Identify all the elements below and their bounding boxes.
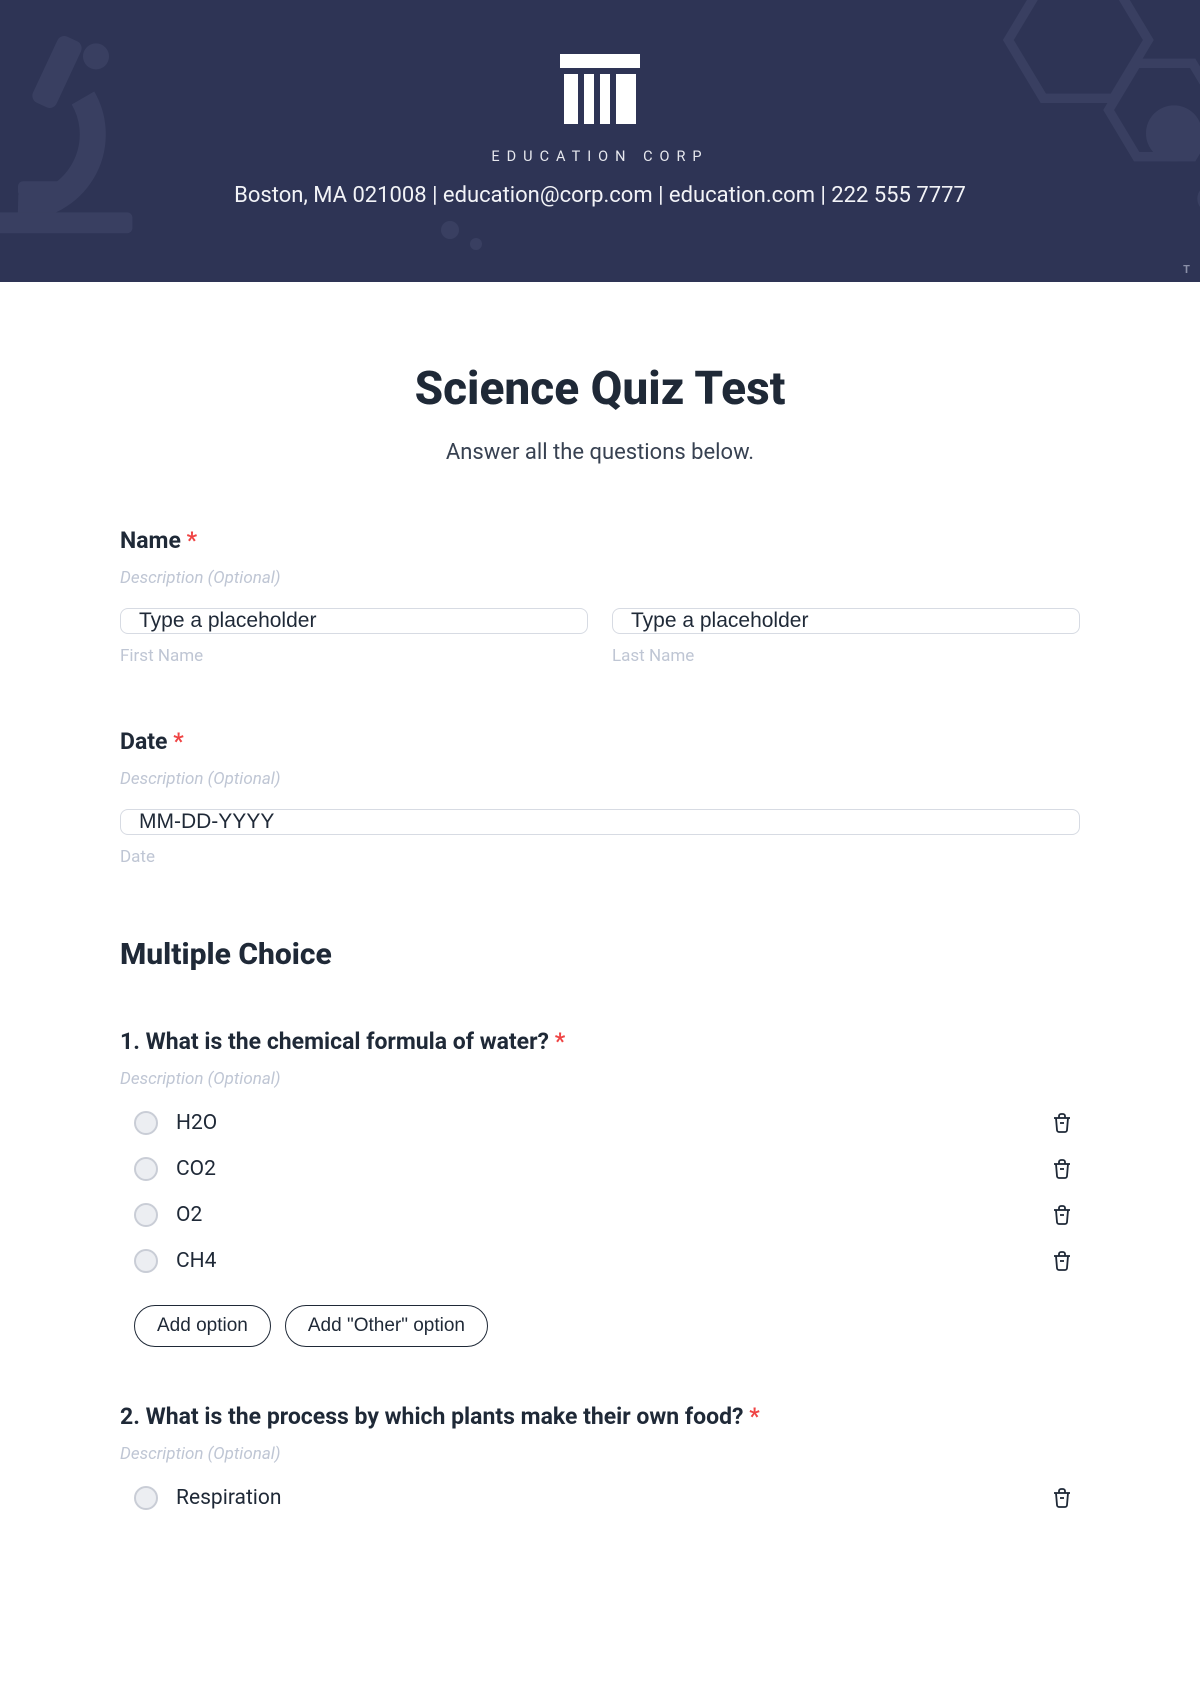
add-option-button[interactable]: Add option [134, 1305, 271, 1347]
q2-label: 2. What is the process by which plants m… [120, 1403, 1080, 1430]
brand-name: EDUCATION CORP [491, 148, 708, 165]
microscope-deco-icon [0, 20, 200, 280]
q1-option-row: O2 [120, 1203, 1080, 1227]
page-title: Science Quiz Test [120, 362, 1080, 416]
q1-option-row: H2O [120, 1111, 1080, 1135]
date-label: Date * [120, 728, 1080, 755]
template-badge: T [1183, 263, 1190, 276]
trash-icon[interactable] [1050, 1249, 1074, 1273]
hexagon-deco-icon [950, 0, 1200, 250]
q1-option-row: CO2 [120, 1157, 1080, 1181]
dots-deco-icon [440, 220, 520, 260]
trash-icon[interactable] [1050, 1157, 1074, 1181]
last-name-sublabel: Last Name [612, 646, 1080, 666]
q2-label-text: 2. What is the process by which plants m… [120, 1403, 743, 1430]
q2-option-row: Respiration [120, 1486, 1080, 1510]
name-label-text: Name [120, 527, 181, 554]
first-name-sublabel: First Name [120, 646, 588, 666]
radio-button[interactable] [134, 1486, 158, 1510]
logo-icon [550, 50, 650, 130]
page-subtitle: Answer all the questions below. [120, 440, 1080, 465]
mc-section-heading: Multiple Choice [120, 937, 1080, 972]
add-other-option-button[interactable]: Add "Other" option [285, 1305, 488, 1347]
trash-icon[interactable] [1050, 1203, 1074, 1227]
first-name-input[interactable] [120, 608, 588, 634]
required-asterisk: * [555, 1028, 565, 1055]
required-asterisk: * [173, 728, 183, 755]
date-field: Date * Description (Optional) Date [120, 728, 1080, 867]
question-1: 1. What is the chemical formula of water… [120, 1028, 1080, 1347]
date-description[interactable]: Description (Optional) [120, 769, 1080, 789]
date-sublabel: Date [120, 847, 1080, 867]
q1-label: 1. What is the chemical formula of water… [120, 1028, 1080, 1055]
required-asterisk: * [187, 527, 197, 554]
radio-button[interactable] [134, 1249, 158, 1273]
date-input[interactable] [120, 809, 1080, 835]
q1-option-label[interactable]: CH4 [176, 1249, 1050, 1273]
q2-description[interactable]: Description (Optional) [120, 1444, 1080, 1464]
required-asterisk: * [749, 1403, 759, 1430]
q1-option-label[interactable]: CO2 [176, 1157, 1050, 1181]
name-field: Name * Description (Optional) First Name… [120, 527, 1080, 666]
header: EDUCATION CORP Boston, MA 021008 | educa… [0, 0, 1200, 282]
date-label-text: Date [120, 728, 167, 755]
name-description[interactable]: Description (Optional) [120, 568, 1080, 588]
q1-description[interactable]: Description (Optional) [120, 1069, 1080, 1089]
question-2: 2. What is the process by which plants m… [120, 1403, 1080, 1510]
radio-button[interactable] [134, 1157, 158, 1181]
radio-button[interactable] [134, 1203, 158, 1227]
q1-option-label[interactable]: H2O [176, 1111, 1050, 1135]
name-label: Name * [120, 527, 1080, 554]
radio-button[interactable] [134, 1111, 158, 1135]
trash-icon[interactable] [1050, 1111, 1074, 1135]
form-page: Science Quiz Test Answer all the questio… [120, 282, 1080, 1550]
last-name-input[interactable] [612, 608, 1080, 634]
q2-option-label[interactable]: Respiration [176, 1486, 1050, 1510]
q1-option-row: CH4 [120, 1249, 1080, 1273]
q1-label-text: 1. What is the chemical formula of water… [120, 1028, 549, 1055]
q1-option-label[interactable]: O2 [176, 1203, 1050, 1227]
trash-icon[interactable] [1050, 1486, 1074, 1510]
